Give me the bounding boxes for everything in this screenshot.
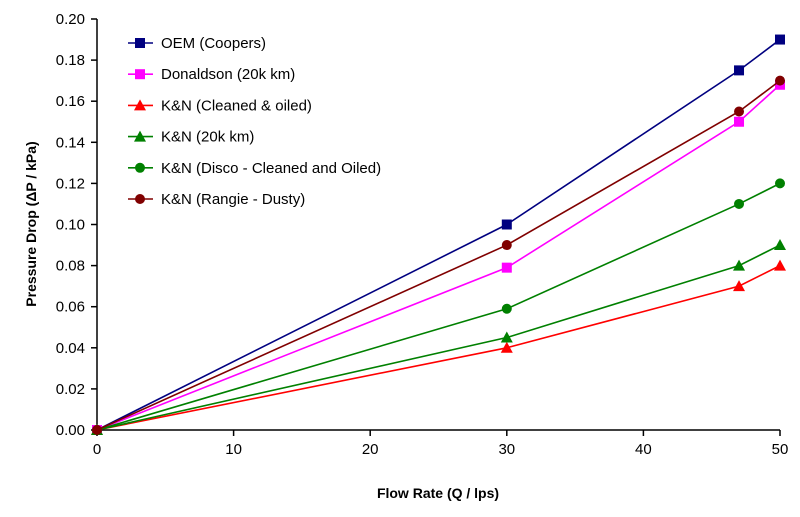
y-tick-label: 0.12	[56, 175, 85, 192]
data-point	[500, 331, 513, 343]
legend-item: Donaldson (20k km)	[128, 66, 295, 83]
data-point	[501, 219, 512, 230]
legend-marker	[135, 38, 145, 48]
legend-label: K&N (Cleaned & oiled)	[161, 97, 312, 114]
series-line	[96, 38, 781, 431]
data-point	[775, 178, 785, 189]
y-tick-label: 0.18	[56, 52, 85, 69]
data-point	[775, 34, 785, 45]
y-tick-label: 0.14	[56, 134, 85, 151]
data-point	[501, 303, 512, 314]
y-tick-label: 0.08	[56, 258, 85, 275]
data-point	[734, 198, 745, 209]
legend-marker	[134, 130, 146, 142]
data-point	[734, 106, 745, 117]
series-line	[96, 182, 781, 431]
x-axis-title: Flow Rate (Q / lps)	[377, 485, 499, 501]
series-5	[92, 75, 785, 435]
legend: OEM (Coopers) Donaldson (20k km) K&N (Clea…	[128, 35, 381, 208]
legend-label: K&N (Disco - Cleaned and Oiled)	[161, 160, 381, 177]
legend-item: K&N (Disco - Cleaned and Oiled)	[128, 160, 381, 177]
data-point	[501, 262, 512, 273]
legend-item: K&N (Cleaned & oiled)	[128, 97, 312, 114]
series-line	[96, 264, 781, 431]
legend-marker	[134, 99, 146, 111]
x-tick-label: 10	[225, 441, 242, 458]
data-point	[775, 75, 785, 86]
y-tick-label: 0.00	[56, 422, 85, 439]
legend-label: OEM (Coopers)	[161, 35, 266, 52]
y-tick-label: 0.16	[56, 93, 85, 110]
series-2	[91, 259, 786, 435]
legend-label: Donaldson (20k km)	[161, 66, 295, 83]
y-axis-title: Pressure Drop (ΔP / kPa)	[23, 141, 39, 306]
legend-marker	[135, 194, 145, 204]
series-4	[92, 178, 785, 435]
y-tick-label: 0.04	[56, 340, 85, 357]
x-tick-label: 30	[498, 441, 515, 458]
x-tick-label: 40	[635, 441, 652, 458]
series-3	[91, 239, 786, 435]
legend-item: K&N (20k km)	[128, 129, 254, 146]
series-line	[96, 84, 781, 431]
data-point	[774, 259, 786, 271]
series-line	[96, 80, 781, 431]
legend-marker	[135, 162, 145, 173]
legend-item: OEM (Coopers)	[128, 35, 266, 52]
series-line	[96, 244, 781, 431]
y-tick-label: 0.20	[56, 11, 85, 28]
y-tick-label: 0.02	[56, 381, 85, 398]
legend-marker	[135, 69, 145, 80]
x-tick-label: 20	[362, 441, 379, 458]
x-tick-label: 0	[93, 441, 101, 458]
data-point	[774, 239, 786, 251]
data-point	[500, 341, 513, 353]
y-tick-label: 0.10	[56, 217, 85, 234]
data-point	[92, 425, 102, 435]
legend-label: K&N (20k km)	[161, 129, 254, 146]
legend-item: K&N (Rangie - Dusty)	[128, 191, 305, 208]
data-point	[734, 116, 745, 127]
data-point	[501, 240, 512, 251]
data-point	[733, 259, 746, 271]
data-point	[733, 280, 746, 292]
y-tick-label: 0.06	[56, 299, 85, 316]
x-tick-label: 50	[772, 441, 789, 458]
series-0	[92, 34, 785, 435]
data-point	[734, 65, 745, 76]
legend-label: K&N (Rangie - Dusty)	[161, 191, 305, 208]
